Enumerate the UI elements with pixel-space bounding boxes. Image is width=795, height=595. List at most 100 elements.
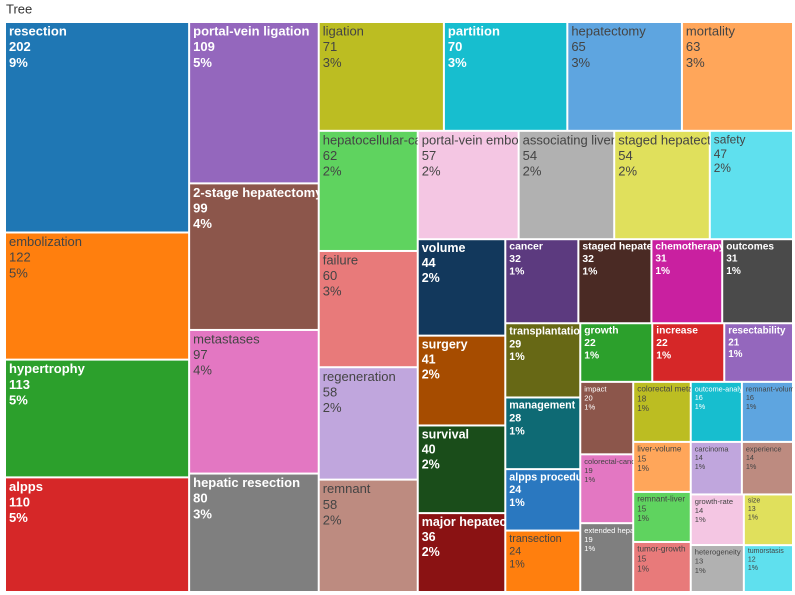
tile-value: 15 <box>637 554 647 563</box>
tile-label: tumorstasis <box>748 548 784 555</box>
tile-value: 58 <box>323 497 337 512</box>
tile <box>506 324 580 397</box>
tile <box>744 495 792 545</box>
tile-percent: 3% <box>686 55 705 70</box>
tile-value: 15 <box>637 504 647 513</box>
tile-value: 41 <box>422 352 436 366</box>
tile-value: 63 <box>686 39 700 54</box>
tile <box>418 240 505 335</box>
tile-percent: 5% <box>9 392 28 407</box>
tile-label: remnant-volume <box>746 384 795 393</box>
tile-percent: 1% <box>637 514 649 523</box>
tile-percent: 1% <box>656 350 671 361</box>
tile-label: transection <box>509 533 561 545</box>
tile-label: partition <box>448 24 500 39</box>
tile <box>742 442 792 494</box>
tile-label: growth <box>584 326 618 337</box>
tile-label: transplantation <box>509 325 586 337</box>
tile <box>581 382 633 454</box>
tile-value: 13 <box>695 557 703 566</box>
tile-percent: 1% <box>695 462 706 471</box>
tile-label: embolization <box>9 234 82 249</box>
tile-percent: 4% <box>193 216 212 231</box>
tile-value: 99 <box>193 201 207 216</box>
tile-label: volume <box>422 241 466 255</box>
tile <box>319 131 417 250</box>
tile <box>6 233 189 359</box>
tile-label: associating liver partition <box>523 132 665 147</box>
tile-percent: 2% <box>422 164 441 179</box>
tile-value: 110 <box>9 495 30 510</box>
tile <box>190 330 318 473</box>
tile-label: alpps procedure <box>509 471 592 483</box>
chart-title: Tree <box>6 2 32 17</box>
tile-percent: 1% <box>637 464 649 473</box>
tile <box>723 240 792 323</box>
tile-percent: 2% <box>523 164 542 179</box>
tile <box>653 324 724 381</box>
tile-label: experience <box>746 444 782 453</box>
tile-percent: 1% <box>748 514 758 521</box>
tile-label: metastases <box>193 332 260 347</box>
tile-label: hypertrophy <box>9 361 86 376</box>
tile-label: portal-vein ligation <box>193 24 309 39</box>
tile-percent: 4% <box>193 363 212 378</box>
tile <box>418 514 505 591</box>
tile-percent: 1% <box>509 425 525 437</box>
cell: size 131% <box>744 495 792 545</box>
tile <box>506 470 580 530</box>
tile-percent: 1% <box>695 566 706 575</box>
tile-label: colorectal-cancer <box>584 457 642 466</box>
tile-percent: 1% <box>746 402 757 411</box>
tile <box>190 184 318 329</box>
tile <box>418 336 505 425</box>
tile-label: size <box>748 497 761 504</box>
tile-percent: 1% <box>584 544 595 553</box>
tile <box>418 426 505 513</box>
tile-value: 32 <box>582 254 594 265</box>
tile-value: 14 <box>746 453 754 462</box>
tile <box>190 23 318 183</box>
tile-label: hepatectomy <box>571 24 646 39</box>
tile <box>319 368 417 479</box>
tile-value: 54 <box>523 148 537 163</box>
tile <box>568 23 681 130</box>
tile-percent: 1% <box>509 558 525 570</box>
tile-value: 202 <box>9 39 31 54</box>
tile <box>444 23 567 130</box>
tile-label: mortality <box>686 24 736 39</box>
tile-label: colorectal metastases <box>637 384 716 393</box>
tile-label: ligation <box>323 24 364 39</box>
tile-value: 62 <box>323 148 337 163</box>
tile-percent: 2% <box>422 545 440 559</box>
tile <box>691 442 741 494</box>
tile <box>742 382 792 441</box>
tile <box>744 546 792 591</box>
tile-value: 65 <box>571 39 585 54</box>
tile-percent: 1% <box>748 565 758 572</box>
tile-label: chemotherapy <box>655 242 724 253</box>
tile-label: staged hepatectomy <box>618 132 736 147</box>
tile-value: 12 <box>748 557 756 564</box>
tile <box>691 382 741 441</box>
tile-label: remnant-liver <box>637 495 685 504</box>
tile-value: 28 <box>509 413 521 425</box>
tile-value: 60 <box>323 268 337 283</box>
tile-percent: 1% <box>584 403 595 412</box>
